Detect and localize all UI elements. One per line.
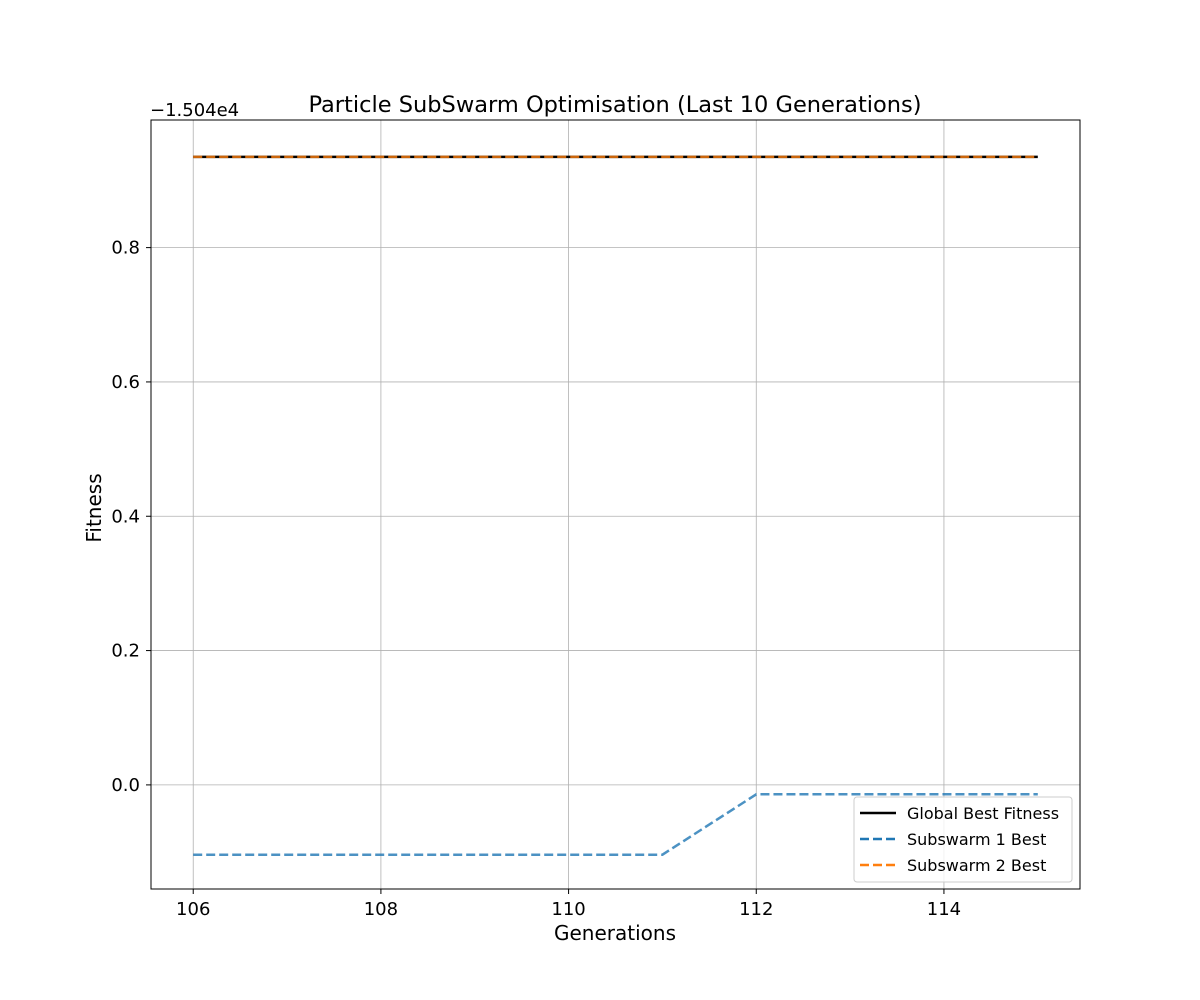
y-axis-label: Fitness (82, 473, 106, 542)
grid-layer (151, 120, 1080, 889)
legend-label: Global Best Fitness (907, 804, 1059, 823)
series-layer (193, 155, 1038, 856)
x-tick-label: 110 (551, 899, 585, 920)
legend-label: Subswarm 1 Best (907, 830, 1046, 849)
x-tick-label: 112 (739, 899, 773, 920)
y-tick-label: 0.4 (111, 506, 140, 527)
x-axis-label: Generations (554, 921, 676, 945)
x-axis-ticks: 106 108 110 112 114 (176, 889, 961, 920)
x-tick-label: 108 (364, 899, 398, 920)
y-tick-label: 0.6 (111, 372, 140, 393)
legend-label: Subswarm 2 Best (907, 856, 1046, 875)
y-axis-ticks: 0.0 0.2 0.4 0.6 0.8 (111, 238, 151, 796)
x-tick-label: 114 (927, 899, 961, 920)
y-tick-label: 0.2 (111, 641, 140, 662)
legend-box (853, 796, 1073, 883)
legend: Global Best Fitness Subswarm 1 Best Subswa… (853, 796, 1073, 883)
y-offset-label: −1.504e4 (150, 100, 239, 121)
plot-frame (150, 119, 1081, 890)
series-line-2 (193, 793, 1038, 856)
x-tick-label: 106 (176, 899, 210, 920)
y-tick-label: 0.0 (111, 775, 140, 796)
y-tick-label: 0.8 (111, 238, 140, 259)
chart-title: Particle SubSwarm Optimisation (Last 10 … (308, 92, 921, 118)
